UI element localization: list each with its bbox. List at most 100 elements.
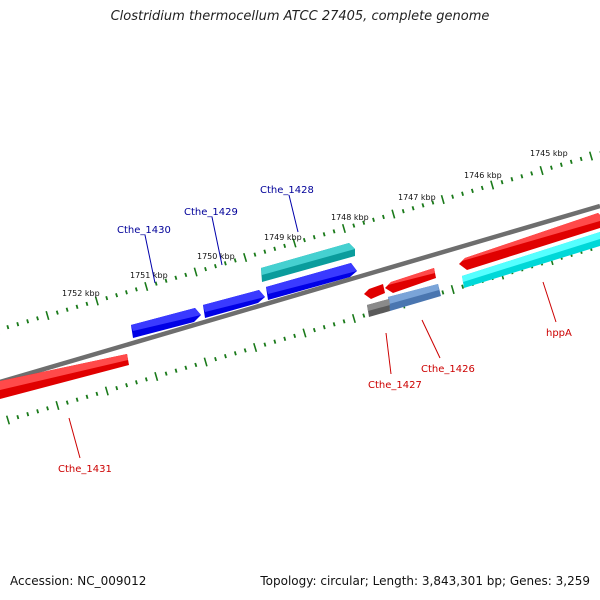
inner-minor-tick xyxy=(273,339,277,344)
outer-minor-tick xyxy=(75,304,79,309)
outer-major-tick xyxy=(490,180,495,190)
inner-minor-tick xyxy=(36,409,40,414)
inner-minor-tick xyxy=(293,333,297,339)
inner-minor-tick xyxy=(194,362,198,368)
leader-cthe-1428 xyxy=(288,194,299,233)
outer-minor-tick xyxy=(401,208,405,214)
gene-red-feature-right-highlight xyxy=(462,213,600,261)
inner-major-tick xyxy=(203,357,208,367)
inner-minor-tick xyxy=(214,356,217,362)
outer-minor-tick xyxy=(431,200,435,205)
outer-minor-tick xyxy=(214,264,217,269)
outer-minor-tick xyxy=(470,188,474,194)
inner-minor-tick xyxy=(342,319,346,324)
outer-minor-tick xyxy=(105,295,109,301)
gene-label-hppa[interactable]: hppA xyxy=(546,328,572,339)
inner-minor-tick xyxy=(16,414,20,420)
scale-label-1745: 1745 kbp xyxy=(530,149,568,158)
inner-major-tick xyxy=(5,415,11,425)
outer-minor-tick xyxy=(253,252,257,257)
outer-minor-tick xyxy=(362,220,366,225)
scale-label-1749: 1749 kbp xyxy=(264,233,302,242)
outer-minor-tick xyxy=(85,301,89,307)
reverse-features xyxy=(367,232,600,317)
inner-minor-tick xyxy=(95,391,99,397)
outer-minor-tick xyxy=(500,179,504,185)
inner-major-tick xyxy=(154,371,159,382)
outer-minor-tick xyxy=(550,165,553,170)
outer-major-tick xyxy=(243,252,248,263)
inner-minor-tick xyxy=(115,385,119,391)
leader-cthe-1426 xyxy=(421,319,441,359)
gene-label-cthe-1426[interactable]: Cthe_1426 xyxy=(421,364,475,375)
outer-major-tick xyxy=(193,267,198,277)
inner-minor-tick xyxy=(125,383,129,388)
outer-minor-tick xyxy=(421,203,425,208)
leader-cthe-1427 xyxy=(385,332,392,375)
scale-label-1752: 1752 kbp xyxy=(62,289,100,298)
genome-backbone xyxy=(0,203,600,385)
gene-blue-feature-3-highlight xyxy=(266,263,357,294)
forward-features xyxy=(0,213,600,399)
outer-minor-tick xyxy=(273,246,277,251)
outer-major-tick xyxy=(94,296,99,306)
inner-minor-tick xyxy=(312,327,316,333)
outer-minor-tick xyxy=(569,159,573,165)
leader-hppa xyxy=(542,281,557,323)
outer-minor-tick xyxy=(559,162,563,167)
gene-label-cthe-1430[interactable]: Cthe_1430 xyxy=(117,225,171,236)
outer-major-tick xyxy=(391,209,396,219)
outer-major-tick xyxy=(292,238,297,248)
gene-label-cthe-1429[interactable]: Cthe_1429 xyxy=(184,207,238,218)
genome-summary-text: Topology: circular; Length: 3,843,301 bp… xyxy=(260,574,590,588)
inner-minor-tick xyxy=(283,336,287,341)
outer-minor-tick xyxy=(352,223,356,228)
gene-red-feature-small[interactable] xyxy=(364,284,385,299)
outer-minor-tick xyxy=(233,258,237,263)
outer-minor-tick xyxy=(411,206,415,211)
outer-major-tick xyxy=(341,223,346,234)
outer-minor-tick xyxy=(154,281,158,286)
gene-label-cthe-1427[interactable]: Cthe_1427 xyxy=(368,380,422,391)
outer-minor-tick xyxy=(382,214,385,220)
inner-minor-tick xyxy=(233,351,237,356)
inner-minor-tick xyxy=(85,394,89,399)
outer-minor-tick xyxy=(125,290,128,295)
outer-minor-tick xyxy=(134,287,138,292)
gene-label-cthe-1428[interactable]: Cthe_1428 xyxy=(260,185,314,196)
gene-label-cthe-1431[interactable]: Cthe_1431 xyxy=(58,464,112,475)
inner-minor-tick xyxy=(174,368,178,373)
gene-hppa-highlight xyxy=(462,232,600,282)
accession-text: Accession: NC_009012 xyxy=(10,574,147,588)
inner-minor-tick xyxy=(243,348,247,353)
scale-label-1748: 1748 kbp xyxy=(331,213,369,222)
inner-minor-tick xyxy=(362,313,366,318)
outer-minor-tick xyxy=(36,316,39,321)
inner-minor-tick xyxy=(263,342,267,347)
outer-minor-tick xyxy=(480,185,484,191)
leader-cthe-1430 xyxy=(144,234,156,284)
outer-minor-tick xyxy=(579,156,583,162)
inner-minor-tick xyxy=(65,400,69,405)
inner-major-tick xyxy=(253,342,258,353)
inner-minor-tick xyxy=(184,365,188,370)
gene-cthe-1427-highlight xyxy=(367,299,390,311)
outer-major-tick xyxy=(45,310,50,321)
outer-minor-tick xyxy=(283,243,287,249)
leader-cthe-1431 xyxy=(68,417,81,459)
outer-minor-tick xyxy=(530,171,534,176)
outer-minor-tick xyxy=(16,322,20,327)
scale-label-1750: 1750 kbp xyxy=(197,252,235,261)
outer-minor-tick xyxy=(332,229,336,234)
gene-cthe-1430-highlight xyxy=(131,308,201,331)
outer-scale-track xyxy=(0,151,600,335)
inner-minor-tick xyxy=(46,406,49,411)
outer-major-tick xyxy=(539,165,544,176)
inner-major-tick xyxy=(55,400,60,411)
outer-minor-tick xyxy=(55,310,59,315)
outer-minor-tick xyxy=(184,272,188,278)
gene-cthe-1428-highlight xyxy=(261,243,355,275)
outer-minor-tick xyxy=(65,307,69,312)
inner-major-tick xyxy=(351,313,356,324)
inner-minor-tick xyxy=(135,380,138,385)
